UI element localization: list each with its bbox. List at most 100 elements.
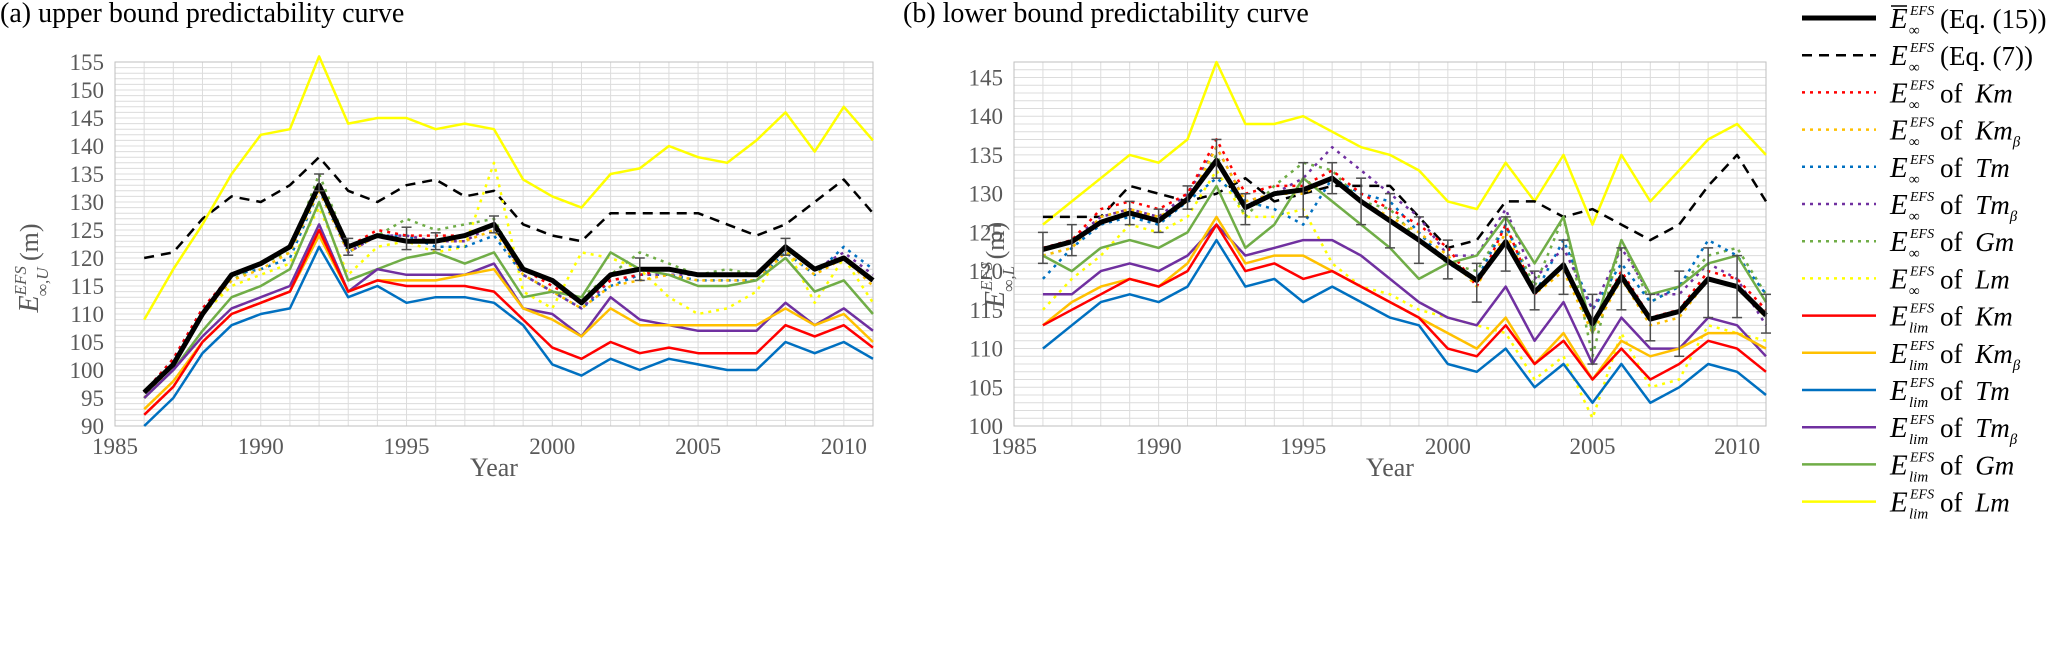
legend-superscript: EFS xyxy=(1909,339,1934,354)
legend-item-eq7: E EFS ∞ (Eq. (7)) xyxy=(1802,40,2033,76)
panel-a-upper-bound-chart: (a) upper bound predictability curve 90 9… xyxy=(0,0,875,482)
y-tick-label: 100 xyxy=(70,358,105,383)
y-axis-subscript: ∞,U xyxy=(33,266,52,296)
legend-model-name: Km xyxy=(1974,302,2013,332)
legend-symbol: E xyxy=(1889,338,1908,370)
y-tick-label: 105 xyxy=(969,375,1004,400)
y-axis-title: EEFS ∞,L (m) xyxy=(977,222,1018,309)
legend-superscript: EFS xyxy=(1909,4,1934,19)
x-axis-title: Year xyxy=(1366,453,1414,482)
legend-symbol: E xyxy=(1889,375,1908,407)
legend-label-text: of xyxy=(1940,302,1969,332)
series-line-ub_Kmb xyxy=(143,189,874,399)
x-tick-label: 1985 xyxy=(92,434,138,459)
series-line-lim_Tmb xyxy=(143,223,874,399)
legend-label-text: of xyxy=(1940,116,1969,146)
x-tick-label: 1990 xyxy=(238,434,284,459)
legend-subscript: lim xyxy=(1909,469,1928,485)
legend-label-text: of xyxy=(1940,190,1969,220)
legend-label: of Gm xyxy=(1940,450,2014,480)
legend-model-name: Tm xyxy=(1975,153,2010,183)
legend-label: of Tmβ xyxy=(1940,413,2018,448)
series-line-lim_Tmb xyxy=(1042,223,1767,366)
legend-superscript: EFS xyxy=(1909,413,1934,428)
series-line-lim_Lm xyxy=(143,55,874,321)
y-tick-label: 140 xyxy=(969,104,1004,129)
legend-label: of Km xyxy=(1940,78,2013,108)
legend-item-lim_Lm: E EFS lim of Lm xyxy=(1802,487,2010,523)
legend-superscript: EFS xyxy=(1909,302,1934,317)
y-tick-label: 155 xyxy=(70,50,105,75)
error-bars xyxy=(1037,138,1771,365)
y-tick-label: 145 xyxy=(969,65,1004,90)
y-tick-label: 130 xyxy=(70,190,105,215)
legend-symbol: E xyxy=(1889,449,1908,481)
legend-superscript: EFS xyxy=(1909,78,1934,93)
x-tick-label: 2000 xyxy=(1425,434,1471,459)
legend-label-text: of xyxy=(1940,78,1969,108)
legend-label: of Km xyxy=(1940,302,2013,332)
panel-a-title: (a) upper bound predictability curve xyxy=(0,0,404,29)
legend-model-subscript: β xyxy=(2012,358,2021,374)
y-tick-label: 100 xyxy=(969,414,1004,439)
y-tick-label: 120 xyxy=(70,246,105,271)
legend-superscript: EFS xyxy=(1909,41,1934,56)
legend-label: of Kmβ xyxy=(1940,339,2021,374)
legend-model-name: Tm xyxy=(1975,190,2010,220)
legend-label-text: of xyxy=(1940,413,1969,443)
legend-subscript: ∞ xyxy=(1909,209,1920,225)
y-axis-unit: (m) xyxy=(15,223,44,267)
legend-item-ub_Km: E EFS ∞ of Km xyxy=(1802,77,2013,113)
legend-subscript: ∞ xyxy=(1909,172,1920,188)
series-line-lim_Gm xyxy=(1042,176,1768,335)
legend-model-name: Gm xyxy=(1975,450,2014,480)
legend-label: of Kmβ xyxy=(1940,116,2021,151)
legend-subscript: ∞ xyxy=(1909,246,1920,262)
legend-superscript: EFS xyxy=(1909,264,1934,279)
series-line-lim_Gm xyxy=(143,200,874,399)
legend-subscript: ∞ xyxy=(1909,135,1920,151)
y-axis-superscript: EFS xyxy=(977,261,996,292)
series-lines xyxy=(142,55,875,427)
legend-label: of Lm xyxy=(1940,488,2010,518)
x-tick-label: 2000 xyxy=(529,434,575,459)
legend-symbol: E xyxy=(1889,115,1908,147)
legend-symbol: E xyxy=(1889,487,1908,519)
legend-subscript: ∞ xyxy=(1909,97,1920,113)
y-axis-symbol: E xyxy=(14,295,45,313)
y-tick-label: 135 xyxy=(70,162,105,187)
y-tick-label: 145 xyxy=(70,106,105,131)
legend-model-subscript: β xyxy=(2009,209,2018,225)
legend-superscript: EFS xyxy=(1909,488,1934,503)
x-tick-label: 1990 xyxy=(1136,434,1182,459)
legend-label: of Lm xyxy=(1940,264,2010,294)
chart-legend: E EFS∞ (Eq. (15))E EFS∞ (Eq. (7))E EFS∞ of … xyxy=(1802,3,2046,523)
x-tick-label: 2005 xyxy=(1569,434,1615,459)
series-line-ub_Lm xyxy=(1041,169,1767,420)
y-axis-symbol: E xyxy=(980,291,1011,309)
series-line-lim_Kmb xyxy=(1042,215,1767,381)
legend-item-ub_Kmb: E EFS ∞ of Kmβ xyxy=(1802,115,2021,151)
y-axis-subscript: ∞,L xyxy=(999,266,1018,292)
series-line-ub_Tm xyxy=(1041,176,1768,312)
plot-area-border xyxy=(114,61,874,427)
legend-model-name: Gm xyxy=(1975,227,2014,257)
legend-subscript: lim xyxy=(1909,358,1928,374)
x-tick-label: 1995 xyxy=(1280,434,1326,459)
x-tick-label: 2010 xyxy=(1714,434,1760,459)
panel-b-title: (b) lower bound predictability curve xyxy=(903,0,1309,29)
legend-item-ub_Gm: E EFS ∞ of Gm xyxy=(1802,226,2014,262)
y-tick-label: 90 xyxy=(81,414,104,439)
y-tick-label: 135 xyxy=(969,143,1004,168)
legend-subscript: ∞ xyxy=(1909,60,1920,76)
error-bars xyxy=(314,173,791,282)
legend-model-name: Tm xyxy=(1975,376,2010,406)
y-axis-title-text: EEFS ∞,L (m) xyxy=(977,222,1018,309)
legend-subscript: lim xyxy=(1909,321,1928,337)
legend-label: (Eq. (15)) xyxy=(1940,4,2046,34)
y-tick-label: 115 xyxy=(969,298,1003,323)
legend-label-text: (Eq. (7)) xyxy=(1940,41,2033,71)
y-tick-label: 115 xyxy=(70,274,104,299)
legend-model-name: Km xyxy=(1974,78,2013,108)
legend-subscript: lim xyxy=(1909,395,1928,411)
